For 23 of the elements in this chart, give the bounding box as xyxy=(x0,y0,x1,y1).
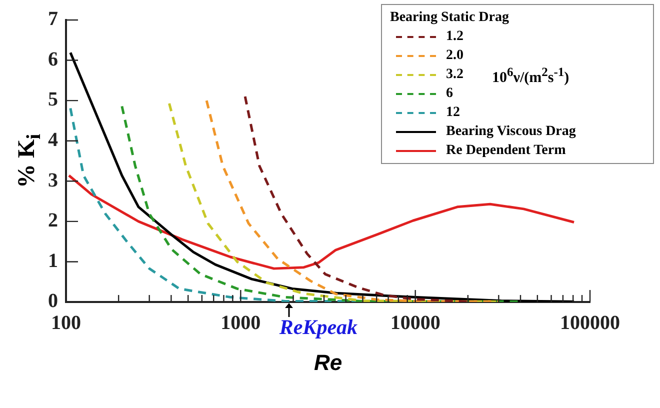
y-tick-label: 1 xyxy=(48,250,58,272)
legend-label: 12 xyxy=(446,104,460,122)
y-tick-label: 4 xyxy=(48,129,58,152)
annotation: 10$^{6}$ν/(m$^{2}$s$^{-1}$) xyxy=(492,64,570,88)
legend-label: 3.2 xyxy=(446,66,464,84)
legend-title: Bearing Static Drag xyxy=(390,9,510,27)
annotation: ReKpeak xyxy=(278,314,358,339)
y-tick-label: 5 xyxy=(48,88,58,111)
y-tick-label: 3 xyxy=(48,169,58,192)
x-axis-title: Re xyxy=(314,350,342,376)
y-tick-label: 7 xyxy=(48,8,58,30)
x-tick-label: 10000 xyxy=(390,312,440,334)
y-tick-label: 6 xyxy=(48,48,58,70)
y-tick-label: 0 xyxy=(48,290,58,312)
legend-label: Re Dependent Term xyxy=(446,142,566,160)
x-tick-label: 100000 xyxy=(560,312,620,334)
legend-label: 1.2 xyxy=(446,28,464,46)
x-tick-label: 100 xyxy=(51,312,81,334)
legend-label: 6 xyxy=(446,85,453,103)
x-tick-label: 1000 xyxy=(220,312,261,334)
legend-label: 2.0 xyxy=(446,47,464,65)
y-tick-label: 2 xyxy=(48,210,58,232)
legend-label: Bearing Viscous Drag xyxy=(446,123,576,141)
